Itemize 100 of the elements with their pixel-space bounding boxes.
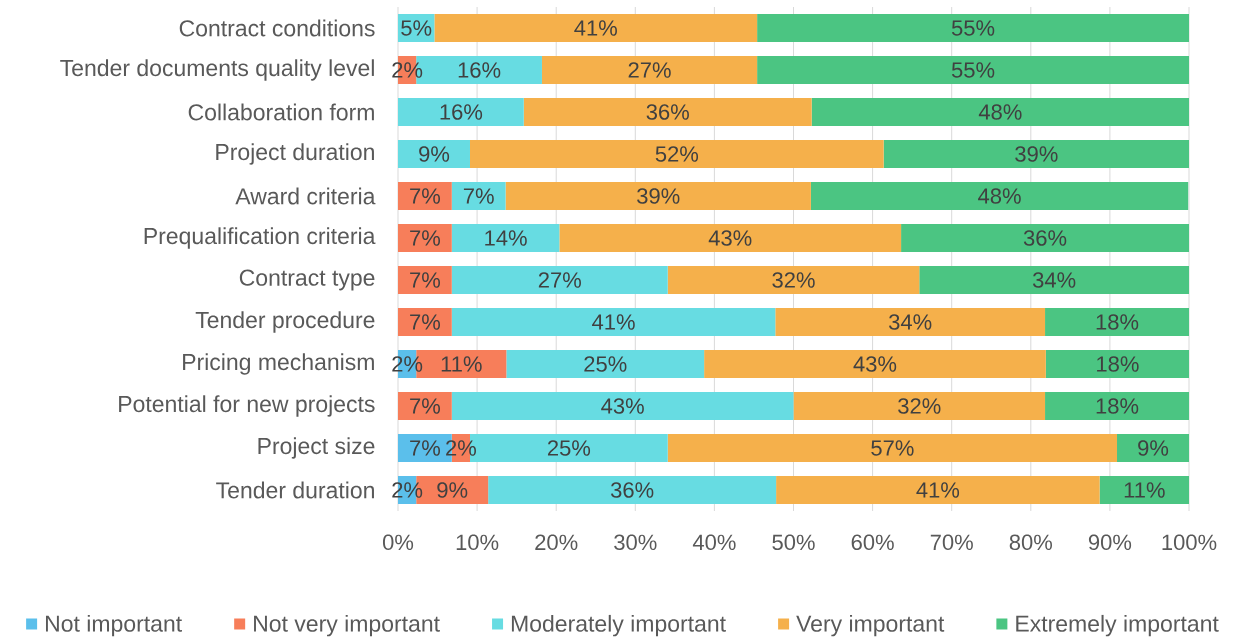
data-label: 27%: [538, 272, 581, 288]
data-label: 9%: [437, 482, 468, 498]
data-label: 36%: [610, 482, 654, 498]
data-label: 14%: [485, 230, 527, 246]
data-label: 16%: [440, 104, 483, 120]
y-tick-label: Potential for new projects: [119, 395, 375, 417]
bar: [1045, 392, 1189, 420]
data-label: 18%: [1096, 398, 1139, 414]
bar: [398, 98, 524, 126]
x-tick-label: 100%: [1162, 534, 1217, 551]
bar: [398, 224, 452, 252]
bar: [434, 14, 758, 42]
data-label: 41%: [574, 20, 617, 36]
data-label: 36%: [646, 104, 689, 120]
x-tick-label: 50%: [772, 534, 815, 551]
bar: [1099, 475, 1189, 504]
bar: [793, 392, 1046, 420]
data-label: 32%: [772, 272, 815, 288]
bar: [1045, 308, 1189, 336]
bar: [451, 182, 506, 210]
bar: [1117, 434, 1189, 462]
legend-label: Extremely important: [1016, 614, 1219, 637]
data-label: 48%: [978, 188, 1021, 204]
x-tick-label: 0%: [382, 534, 414, 551]
data-label: 41%: [592, 314, 635, 330]
bar: [919, 266, 1189, 294]
bar: [541, 56, 758, 84]
data-label: 7%: [410, 440, 441, 456]
y-tick-label: Award criteria: [235, 187, 376, 205]
data-label: 25%: [547, 440, 591, 456]
y-tick-label: Collaboration form: [188, 103, 374, 121]
x-tick-label: 90%: [1088, 534, 1132, 551]
bar: [398, 266, 452, 294]
y-tick-label: Project duration: [216, 143, 374, 165]
bar: [757, 56, 1189, 84]
bar: [757, 14, 1189, 42]
y-tick-label: Tender documents quality level: [60, 59, 374, 81]
data-label: 9%: [419, 146, 450, 162]
bar: [398, 182, 452, 210]
x-tick-label: 70%: [930, 534, 973, 551]
y-tick-label: Prequalification criteria: [144, 227, 376, 249]
bar: [451, 308, 776, 336]
data-label: 5%: [401, 20, 432, 36]
x-tick-label: 20%: [535, 534, 578, 551]
data-label: 43%: [853, 356, 897, 372]
data-label: 11%: [1124, 482, 1165, 498]
legend-label: Not very important: [254, 614, 440, 637]
x-tick-label: 30%: [614, 534, 657, 551]
y-tick-label: Project size: [258, 437, 375, 459]
x-tick-label: 40%: [692, 534, 736, 551]
data-label: 9%: [1138, 440, 1169, 456]
data-label: 57%: [871, 440, 914, 456]
data-label: 36%: [1023, 230, 1067, 246]
bar: [811, 98, 1189, 126]
data-label: 7%: [410, 272, 441, 288]
data-label: 34%: [1032, 272, 1076, 288]
bar: [398, 392, 452, 420]
bar: [901, 224, 1189, 252]
bar: [559, 224, 902, 252]
bar: [488, 475, 777, 504]
data-label: 7%: [410, 188, 441, 204]
bar: [398, 140, 470, 168]
bar: [469, 140, 884, 168]
bar: [451, 266, 668, 294]
legend-label: Very important: [796, 614, 945, 637]
bar: [506, 350, 705, 378]
data-label: 11%: [441, 356, 482, 372]
data-label: 7%: [410, 398, 441, 414]
data-label: 27%: [628, 62, 671, 78]
x-tick-label: 80%: [1009, 534, 1053, 551]
data-label: 55%: [951, 20, 995, 36]
y-tick-label: Tender duration: [216, 481, 374, 499]
data-label: 39%: [1015, 146, 1058, 162]
data-label: 48%: [978, 104, 1022, 120]
bar: [667, 266, 920, 294]
bar: [810, 182, 1189, 210]
data-label: 39%: [637, 188, 680, 204]
data-label: 7%: [463, 188, 494, 204]
bar: [451, 392, 794, 420]
data-label: 55%: [951, 62, 995, 78]
bar: [704, 350, 1046, 378]
x-tick-label: 10%: [456, 534, 499, 551]
data-label: 18%: [1097, 356, 1139, 372]
legend-label: Moderately important: [511, 614, 726, 637]
data-label: 43%: [708, 230, 752, 246]
y-tick-label: Contract type: [239, 269, 375, 291]
bar: [398, 308, 452, 336]
bar: [451, 224, 560, 252]
bar: [505, 182, 811, 210]
data-label: 7%: [410, 230, 441, 246]
y-tick-label: Contract conditions: [179, 19, 375, 37]
bar: [523, 98, 812, 126]
data-label: 43%: [601, 398, 644, 414]
data-label: 18%: [1096, 314, 1139, 330]
bar: [667, 434, 1118, 462]
bar: [1045, 350, 1189, 378]
bar: [775, 308, 1046, 336]
data-label: 32%: [898, 398, 941, 414]
legend-label: Not important: [45, 614, 182, 637]
bar: [883, 140, 1189, 168]
